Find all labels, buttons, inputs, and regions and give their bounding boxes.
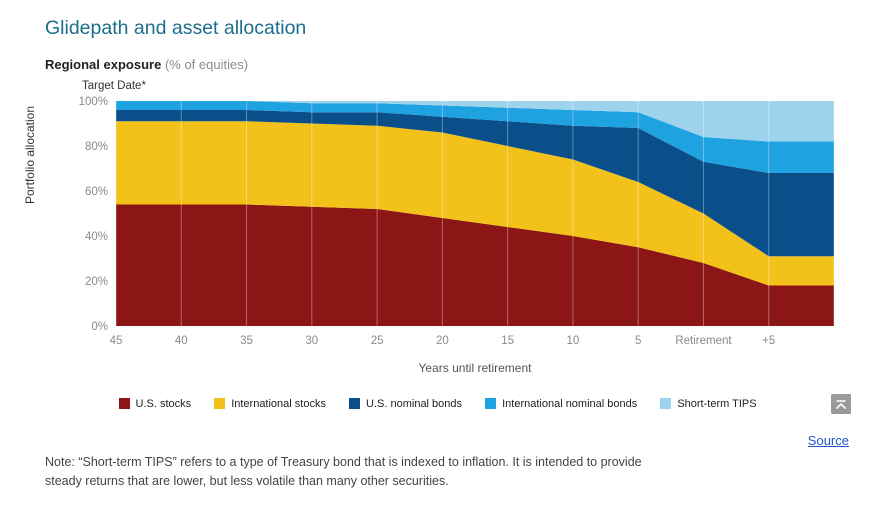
svg-text:40%: 40% <box>85 231 108 243</box>
svg-text:45: 45 <box>110 335 123 347</box>
svg-text:60%: 60% <box>85 186 108 198</box>
svg-text:20%: 20% <box>85 276 108 288</box>
svg-text:20: 20 <box>436 335 449 347</box>
svg-text:80%: 80% <box>85 141 108 153</box>
svg-text:15: 15 <box>501 335 514 347</box>
svg-text:35: 35 <box>240 335 253 347</box>
svg-text:30: 30 <box>305 335 318 347</box>
svg-text:5: 5 <box>635 335 641 347</box>
svg-text:100%: 100% <box>79 96 108 108</box>
svg-text:+5: +5 <box>762 335 775 347</box>
svg-text:40: 40 <box>175 335 188 347</box>
svg-text:10: 10 <box>567 335 580 347</box>
svg-text:Retirement: Retirement <box>675 335 732 347</box>
svg-text:25: 25 <box>371 335 384 347</box>
svg-text:0%: 0% <box>91 321 108 333</box>
